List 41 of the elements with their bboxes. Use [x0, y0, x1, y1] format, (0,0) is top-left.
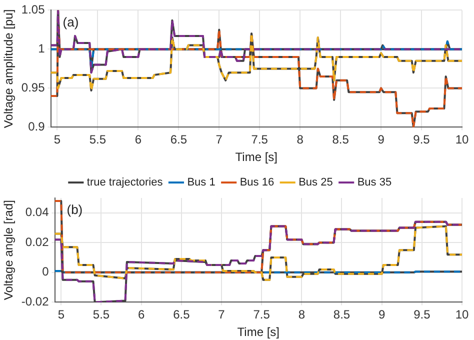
y-axis-title: Voltage angle [rad] [2, 200, 16, 300]
x-tick-label: 8 [296, 132, 304, 147]
x-tick-label: 7.5 [253, 308, 270, 322]
x-tick-label: 5 [58, 308, 65, 322]
x-tick-label: 8 [298, 308, 306, 322]
legend-label: true trajectories [86, 176, 164, 189]
y-tick-label: 0.04 [25, 205, 50, 220]
y-tick-label: 0.02 [25, 234, 50, 249]
x-tick-label: 8.5 [333, 308, 350, 322]
x-tick-label: 9.5 [413, 132, 430, 147]
annotation: (a) [62, 14, 79, 30]
y-tick-label: 1 [38, 42, 46, 56]
x-tick-label: 6 [134, 132, 142, 147]
y-axis-title: Voltage amplitude [pu] [2, 9, 16, 128]
x-tick-label: 9 [378, 308, 386, 322]
y-tick-label: -0.02 [21, 294, 50, 309]
x-tick-label: 7 [218, 308, 226, 322]
x-tick-label: 9.5 [414, 308, 431, 322]
x-axis-title: Time [s] [235, 150, 278, 164]
annotation: (b) [66, 202, 83, 218]
x-tick-label: 6 [138, 308, 145, 322]
y-tick-label: 1.05 [21, 2, 46, 17]
x-tick-label: 7 [216, 132, 223, 147]
x-tick-label: 6.5 [173, 308, 190, 322]
x-tick-label: 9 [378, 132, 385, 147]
x-tick-label: 8.5 [332, 132, 350, 147]
legend-label: Bus 35 [357, 176, 392, 189]
x-tick-label: 7.5 [251, 132, 268, 147]
x-axis-title: Time [s] [237, 325, 280, 340]
legend-label: Bus 1 [187, 176, 216, 189]
y-tick-label: 0.9 [28, 120, 46, 134]
x-tick-label: 5 [54, 132, 61, 147]
y-tick-label: 0.95 [21, 80, 46, 95]
x-tick-label: 6.5 [170, 132, 188, 147]
x-tick-label: 10 [455, 308, 469, 322]
x-tick-label: 5.5 [89, 132, 106, 147]
legend-label: Bus 16 [240, 176, 274, 189]
x-tick-label: 5.5 [92, 308, 110, 322]
x-tick-label: 10 [455, 132, 469, 147]
y-tick-label: 0 [42, 264, 50, 279]
legend-label: Bus 25 [298, 176, 333, 189]
